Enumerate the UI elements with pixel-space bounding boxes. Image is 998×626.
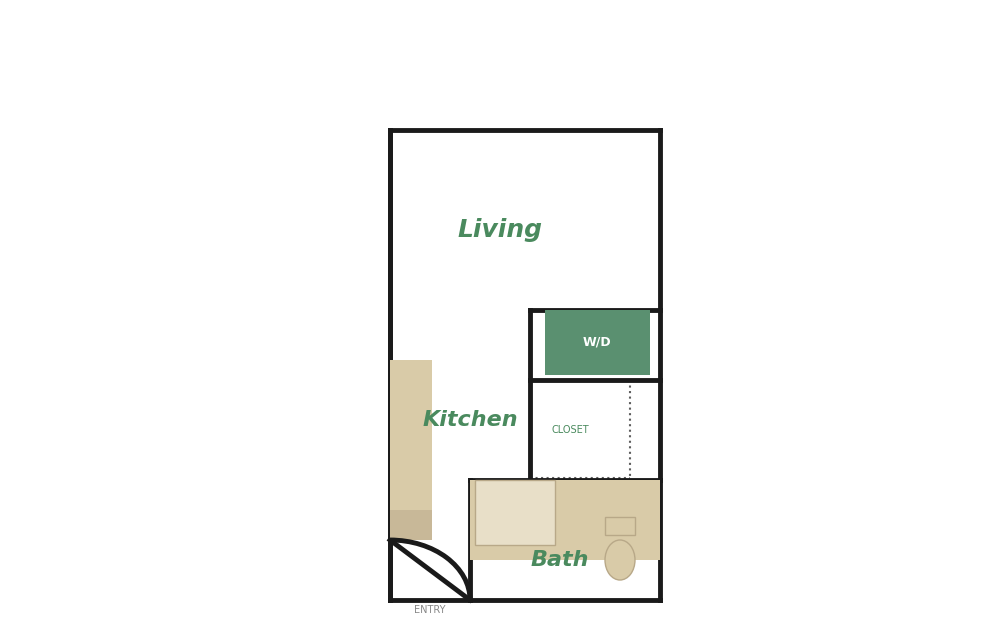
Text: W/D: W/D xyxy=(583,336,612,349)
Text: CLOSET: CLOSET xyxy=(551,425,589,435)
Bar xyxy=(470,480,660,560)
Ellipse shape xyxy=(605,540,635,580)
Bar xyxy=(475,480,555,545)
Bar xyxy=(545,310,650,375)
Bar xyxy=(390,360,432,540)
Text: Please reach out to our leasing office for more information!: Please reach out to our leasing office f… xyxy=(123,70,875,90)
Text: This is a MFTE income qualified home.: This is a MFTE income qualified home. xyxy=(258,28,740,47)
Text: ENTRY: ENTRY xyxy=(414,605,446,615)
Bar xyxy=(605,517,635,535)
Bar xyxy=(390,510,432,540)
Text: Living: Living xyxy=(457,218,543,242)
Text: Kitchen: Kitchen xyxy=(422,410,518,430)
Text: Bath: Bath xyxy=(531,550,589,570)
